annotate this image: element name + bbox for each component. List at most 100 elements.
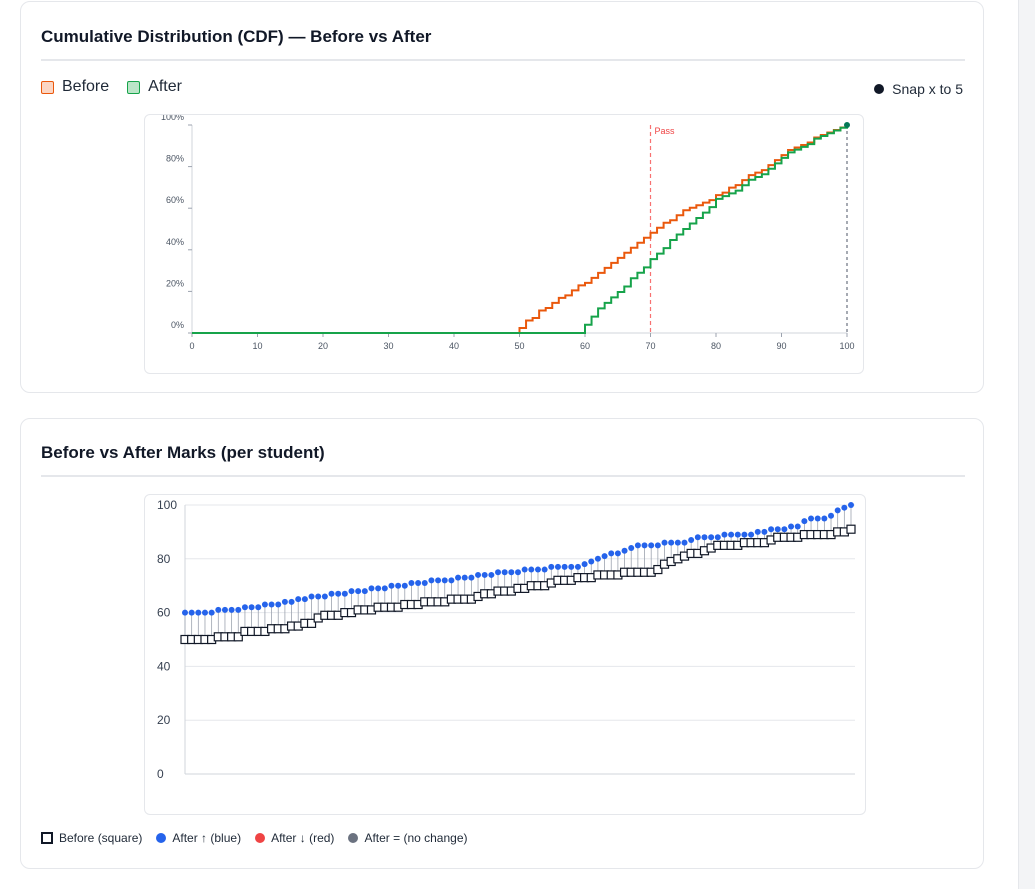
- after-up-dot: [315, 593, 322, 600]
- red-dot-icon: [255, 833, 266, 843]
- before-square: [233, 632, 243, 642]
- after-up-dot: [601, 553, 608, 560]
- after-up-dot: [341, 590, 348, 597]
- after-up-dot: [328, 590, 335, 597]
- after-up-dot: [461, 574, 468, 581]
- legend-before-swatch: [41, 80, 54, 94]
- after-up-dot: [288, 598, 295, 605]
- marks-title-divider: [41, 475, 965, 477]
- legend-after-up-label: After ↑ (blue): [172, 831, 242, 845]
- after-up-dot: [201, 609, 208, 616]
- after-up-dot: [728, 531, 735, 538]
- cdf-x-tick-label: 80: [711, 341, 721, 351]
- after-up-dot: [182, 609, 188, 616]
- page-scrollbar[interactable]: [1018, 0, 1035, 889]
- after-up-dot: [195, 609, 202, 616]
- cdf-y-tick-label: 100%: [161, 115, 184, 122]
- after-up-dot: [421, 580, 428, 587]
- after-up-dot: [221, 606, 228, 613]
- after-up-dot: [455, 574, 462, 581]
- after-up-dot: [468, 574, 475, 581]
- after-up-dot: [441, 577, 448, 584]
- after-up-dot: [621, 547, 628, 554]
- cdf-x-tick-label: 30: [383, 341, 393, 351]
- after-up-dot: [568, 563, 575, 570]
- cdf-x-tick-label: 10: [252, 341, 262, 351]
- marks-card-title: Before vs After Marks (per student): [41, 443, 325, 462]
- cursor-point: [844, 122, 850, 128]
- after-up-dot: [781, 526, 788, 533]
- after-up-dot: [488, 571, 495, 578]
- after-up-dot: [608, 550, 615, 557]
- snap-toggle[interactable]: Snap x to 5: [874, 81, 963, 97]
- after-up-dot: [521, 566, 528, 573]
- after-up-dot: [381, 585, 388, 592]
- after-up-dot: [841, 504, 848, 511]
- after-up-dot: [628, 545, 635, 552]
- gray-dot-icon: [348, 833, 359, 843]
- after-up-dot: [228, 606, 235, 613]
- after-up-dot: [748, 531, 755, 538]
- cdf-x-tick-label: 90: [776, 341, 786, 351]
- after-up-dot: [554, 563, 561, 570]
- cdf-y-tick-label: 20%: [166, 278, 184, 288]
- legend-after-down-label: After ↓ (red): [271, 831, 335, 845]
- after-up-dot: [754, 528, 761, 535]
- after-up-dot: [515, 569, 521, 576]
- after-up-dot: [188, 609, 195, 616]
- cdf-card-title: Cumulative Distribution (CDF) — Before v…: [41, 27, 432, 46]
- after-up-dot: [415, 580, 422, 587]
- marks-chart[interactable]: 0 20 40 60 80 100: [145, 495, 865, 814]
- after-up-dot: [301, 596, 308, 603]
- after-up-dot: [495, 569, 502, 576]
- after-up-dot: [548, 563, 555, 570]
- marks-legend: Before (square) After ↑ (blue) After ↓ (…: [41, 831, 468, 845]
- after-up-dot: [801, 518, 808, 525]
- after-up-dot: [561, 563, 568, 570]
- after-up-dot: [348, 588, 355, 595]
- after-up-dot: [428, 577, 435, 584]
- before-square: [653, 564, 663, 575]
- after-up-dot: [295, 596, 302, 603]
- after-up-dot: [688, 536, 695, 543]
- after-up-dot: [701, 534, 708, 541]
- after-up-dot: [594, 555, 601, 562]
- legend-before-square-label: Before (square): [59, 831, 143, 845]
- legend-after-same-label: After = (no change): [364, 831, 468, 845]
- before-square: [846, 524, 856, 534]
- blue-dot-icon: [156, 833, 167, 843]
- cdf-x-tick-label: 100: [839, 341, 854, 351]
- after-up-dot: [814, 515, 821, 522]
- cdf-chart-box: 0% 20% 40% 60% 80% 100% 0 10 20 30 40 50 60 70 80 90 100…: [144, 112, 864, 374]
- after-up-dot: [235, 606, 242, 613]
- after-up-dot: [528, 566, 535, 573]
- after-up-dot: [574, 563, 581, 570]
- after-up-dot: [255, 604, 262, 611]
- after-up-dot: [774, 526, 781, 533]
- after-up-dot: [308, 593, 315, 600]
- after-up-dot: [794, 523, 801, 530]
- after-up-dot: [581, 561, 588, 568]
- after-up-dot: [788, 523, 795, 530]
- after-up-dot: [401, 582, 408, 589]
- cdf-x-tick-label: 20: [318, 341, 328, 351]
- after-up-dot: [508, 569, 515, 576]
- after-up-dot: [641, 542, 648, 549]
- after-up-dot: [241, 604, 248, 611]
- cdf-chart[interactable]: 0% 20% 40% 60% 80% 100% 0 10 20 30 40 50 60 70 80 90 100…: [145, 112, 863, 373]
- after-up-dot: [534, 566, 541, 573]
- cdf-card: Cumulative Distribution (CDF) — Before v…: [20, 1, 984, 393]
- cdf-legend: Before After: [41, 78, 182, 96]
- pass-label: Pass: [655, 126, 676, 136]
- legend-after-swatch: [127, 80, 141, 94]
- after-up-dot: [694, 534, 701, 541]
- after-up-dot: [634, 542, 641, 549]
- after-up-dot: [268, 601, 275, 608]
- square-icon: [41, 832, 53, 844]
- cdf-y-tick-label: 80%: [166, 154, 184, 164]
- legend-before-label: Before: [62, 78, 110, 95]
- after-up-dot: [708, 534, 715, 541]
- after-up-dot: [435, 577, 442, 584]
- marks-y-tick-label: 60: [157, 606, 171, 620]
- after-up-dot: [448, 577, 455, 584]
